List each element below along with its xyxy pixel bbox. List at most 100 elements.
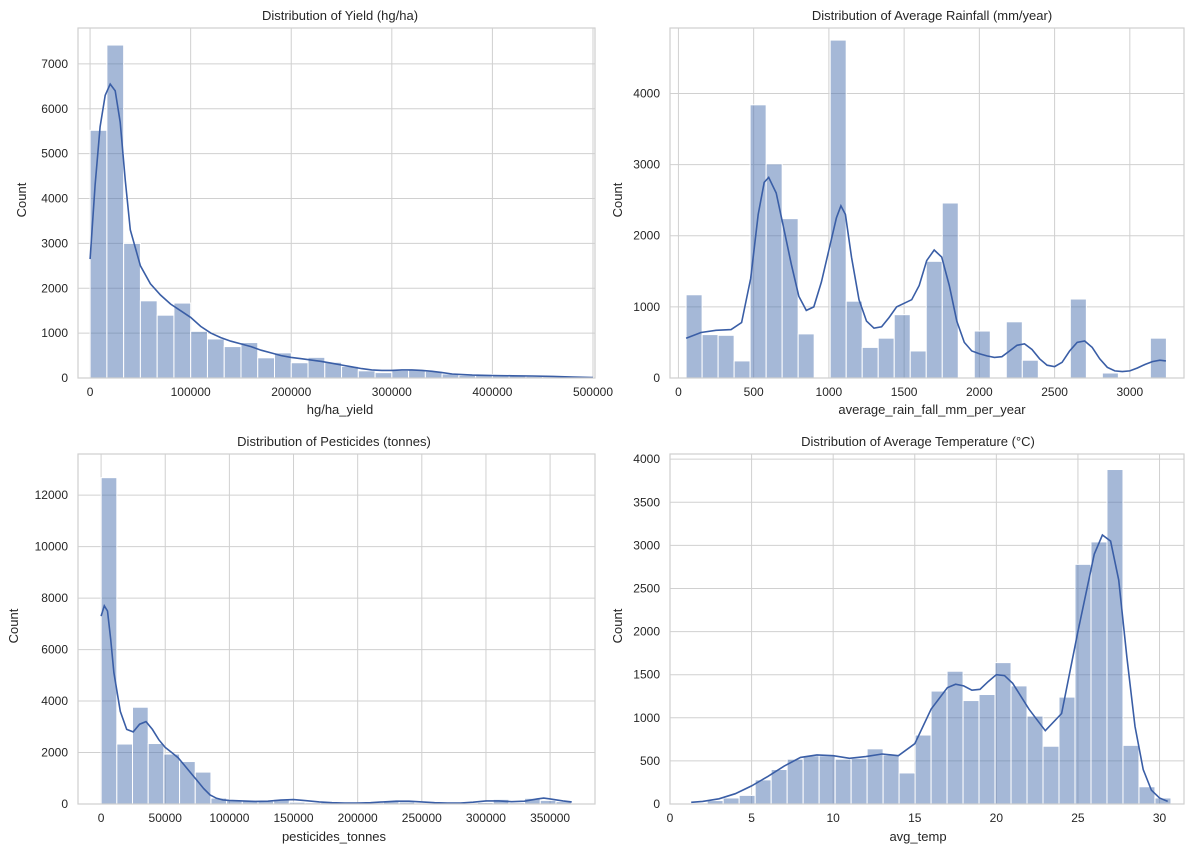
histogram-bar	[1138, 786, 1156, 805]
histogram-bar	[116, 743, 134, 805]
histogram-bar	[391, 369, 410, 379]
histogram-bar	[829, 39, 847, 379]
histogram-bar	[139, 300, 158, 379]
x-tick-label: 300000	[466, 811, 506, 825]
x-tick-label: 30	[1153, 811, 1167, 825]
y-tick-label: 3500	[633, 495, 660, 509]
x-tick-label: 200000	[338, 811, 378, 825]
histogram-bar	[685, 294, 703, 379]
x-tick-label: 10	[826, 811, 840, 825]
axes-frame	[77, 453, 596, 805]
histogram-bar	[749, 104, 767, 379]
histogram-bar	[100, 477, 118, 805]
chart-title: Distribution of Yield (hg/ha)	[262, 8, 418, 23]
y-tick-label: 10000	[35, 540, 69, 554]
histogram-bar	[845, 300, 863, 379]
histogram-bar	[797, 333, 815, 379]
y-tick-label: 6000	[41, 102, 68, 116]
histogram-bar	[1005, 321, 1023, 379]
histogram-bar	[257, 357, 276, 379]
histogram-bar	[163, 753, 181, 805]
x-tick-label: 25	[1071, 811, 1085, 825]
y-tick-label: 1500	[633, 668, 660, 682]
y-tick-label: 8000	[41, 591, 68, 605]
axes-frame	[77, 27, 596, 379]
histogram-bar	[754, 779, 772, 805]
histogram-bar	[930, 690, 948, 805]
x-tick-label: 0	[675, 385, 682, 399]
histogram-bar	[893, 314, 911, 379]
x-tick-label: 500000	[573, 385, 613, 399]
histogram-bar	[1149, 337, 1167, 379]
plot-area	[669, 27, 1185, 379]
histogram-bar	[946, 670, 964, 805]
histogram-bar	[717, 334, 735, 379]
plot-area	[77, 27, 596, 379]
x-tick-label: 20	[990, 811, 1004, 825]
histogram-bar	[802, 755, 820, 805]
histogram-bar	[898, 772, 916, 805]
x-tick-label: 2000	[966, 385, 993, 399]
y-tick-label: 6000	[41, 643, 68, 657]
histogram-bar	[722, 797, 740, 805]
y-tick-label: 4000	[41, 192, 68, 206]
histogram-bar	[156, 314, 175, 379]
chart-title: Distribution of Pesticides (tonnes)	[237, 434, 431, 449]
x-tick-label: 2500	[1041, 385, 1068, 399]
y-tick-label: 3000	[41, 236, 68, 250]
histogram-bar	[770, 769, 788, 805]
y-axis-label: Count	[610, 182, 625, 217]
x-tick-label: 50000	[149, 811, 183, 825]
histogram-bar	[781, 218, 799, 379]
x-tick-label: 150000	[274, 811, 314, 825]
y-tick-label: 0	[653, 371, 660, 385]
rainfall-histogram-panel: Distribution of Average Rainfall (mm/yea…	[610, 8, 1185, 417]
histogram-bar	[1101, 372, 1119, 379]
histogram-bar	[834, 758, 852, 805]
x-tick-label: 100000	[209, 811, 249, 825]
x-tick-label: 200000	[271, 385, 311, 399]
histogram-bar	[925, 260, 943, 379]
axes-frame	[669, 27, 1185, 379]
x-tick-label: 1500	[891, 385, 918, 399]
y-tick-label: 2000	[633, 625, 660, 639]
histogram-bar	[1090, 541, 1108, 805]
x-tick-label: 15	[908, 811, 922, 825]
histogram-bar	[357, 370, 376, 379]
x-tick-label: 400000	[472, 385, 512, 399]
y-tick-label: 12000	[35, 488, 69, 502]
histogram-bar	[914, 734, 932, 805]
axes-frame	[669, 453, 1185, 805]
x-tick-label: 1000	[816, 385, 843, 399]
histogram-bar	[1042, 745, 1060, 805]
x-axis-label: pesticides_tonnes	[282, 829, 387, 844]
x-tick-label: 0	[98, 811, 105, 825]
y-axis-label: Count	[6, 608, 21, 643]
y-tick-label: 0	[653, 797, 660, 811]
histogram-bar	[861, 346, 879, 379]
y-tick-label: 2000	[41, 746, 68, 760]
kde-line	[691, 533, 1169, 804]
temperature-histogram-panel: Distribution of Average Temperature (°C)…	[610, 434, 1185, 844]
y-tick-label: 2000	[41, 281, 68, 295]
histogram-bar	[786, 758, 804, 805]
y-tick-label: 0	[61, 371, 68, 385]
histogram-bar	[994, 662, 1012, 805]
x-tick-label: 5	[748, 811, 755, 825]
y-tick-label: 1000	[41, 326, 68, 340]
y-tick-label: 4000	[633, 452, 660, 466]
histogram-bar	[173, 302, 192, 379]
histogram-bar	[738, 794, 756, 805]
y-tick-label: 3000	[633, 158, 660, 172]
y-tick-label: 2000	[633, 229, 660, 243]
histogram-bar	[1122, 744, 1140, 805]
histogram-bar	[206, 338, 225, 379]
x-tick-label: 300000	[372, 385, 412, 399]
histogram-bar	[909, 350, 927, 379]
histogram-bar	[147, 743, 165, 805]
x-tick-label: 3000	[1116, 385, 1143, 399]
y-tick-label: 5000	[41, 147, 68, 161]
histogram-bar	[1106, 469, 1124, 805]
x-tick-label: 250000	[402, 811, 442, 825]
